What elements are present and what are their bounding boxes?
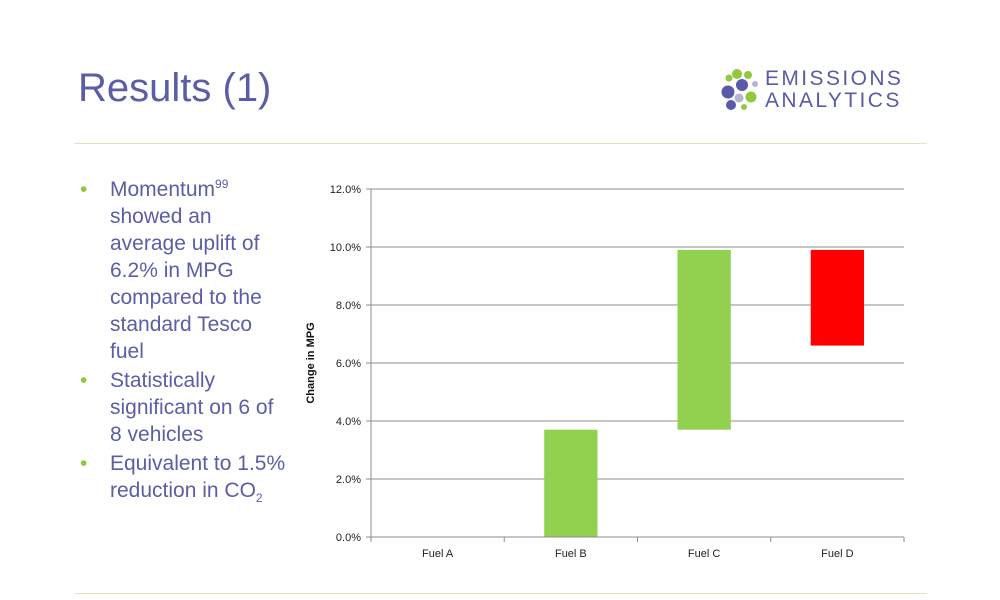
- logo-dot: [752, 81, 758, 87]
- x-tick-label: Fuel B: [555, 548, 587, 560]
- x-tick-label: Fuel A: [422, 548, 454, 560]
- bullet-dot-icon: •: [80, 178, 88, 201]
- chart-axes: 0.0% 2.0% 4.0% 6.0% 8.0% 10.0% 12.0% Fuel A Fuel…: [330, 184, 905, 560]
- x-tick-label: Fuel D: [821, 548, 853, 560]
- bullet-subscript: 2: [255, 491, 263, 506]
- logo-dot: [721, 85, 735, 99]
- logo-dot: [734, 93, 744, 103]
- bullet-item: • Equivalent to 1.5% reduction in CO2: [80, 450, 290, 504]
- emissions-analytics-logo: EMISSIONS ANALYTICS: [720, 68, 930, 118]
- y-tick-label: 0.0%: [336, 532, 361, 544]
- bullet-text: Momentum: [110, 178, 216, 201]
- chart-gridlines: [371, 188, 904, 480]
- logo-dot: [726, 100, 736, 110]
- bar: [677, 249, 731, 430]
- footer-divider: [75, 593, 927, 594]
- y-tick-label: 4.0%: [336, 416, 361, 428]
- logo-dots-icon: [721, 69, 758, 110]
- bullet-text: Equivalent to 1.5% reduction in CO: [110, 452, 286, 502]
- bullet-text: Statistically significant on 6 of 8 vehi…: [110, 369, 274, 446]
- bar: [544, 429, 598, 537]
- bullet-text: showed an average uplift of 6.2% in MPG …: [110, 205, 262, 363]
- y-tick-label: 12.0%: [330, 184, 361, 196]
- y-axis-label: Change in MPG: [305, 322, 317, 403]
- bar: [810, 249, 865, 346]
- bullet-superscript: 99: [215, 177, 229, 191]
- logo-dot: [732, 69, 742, 79]
- mpg-change-chart: 0.0% 2.0% 4.0% 6.0% 8.0% 10.0% 12.0% Fuel A Fuel…: [305, 184, 905, 560]
- bullet-item: • Momentum99 showed an average uplift of…: [80, 176, 290, 365]
- logo-line-2: ANALYTICS: [765, 89, 902, 112]
- slide-title: Results (1): [78, 66, 272, 110]
- x-tick-label: Fuel C: [688, 548, 720, 560]
- logo-dot: [741, 104, 747, 110]
- y-tick-label: 10.0%: [330, 242, 361, 254]
- bullet-item: • Statistically significant on 6 of 8 ve…: [80, 367, 290, 448]
- logo-dot: [745, 91, 757, 103]
- logo-dot: [736, 79, 748, 91]
- header-divider: [75, 143, 927, 144]
- chart-bars: [544, 249, 865, 537]
- logo-dot: [744, 71, 752, 79]
- y-tick-label: 2.0%: [336, 474, 361, 486]
- y-tick-label: 6.0%: [336, 358, 361, 370]
- bullet-dot-icon: •: [80, 369, 88, 392]
- logo-dot: [725, 74, 733, 82]
- logo-line-1: EMISSIONS: [765, 67, 904, 90]
- logo-text: EMISSIONS ANALYTICS: [765, 68, 903, 112]
- bullet-list: • Momentum99 showed an average uplift of…: [80, 176, 290, 506]
- bullet-dot-icon: •: [80, 452, 88, 475]
- y-tick-label: 8.0%: [336, 300, 361, 312]
